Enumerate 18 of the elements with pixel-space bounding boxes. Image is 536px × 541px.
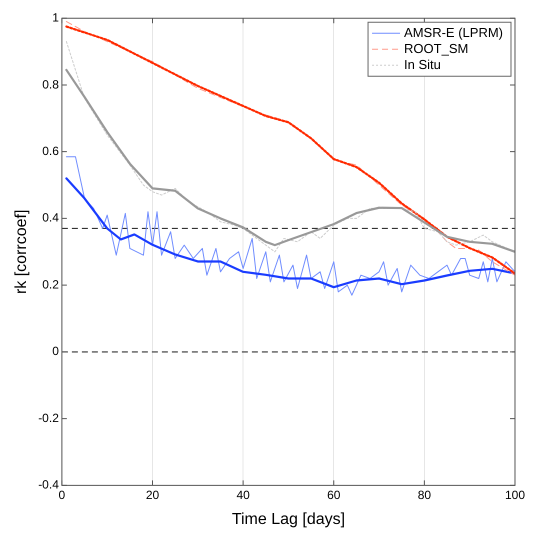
y-tick-label: -0.4 bbox=[38, 478, 60, 492]
x-axis-title: Time Lag [days] bbox=[232, 510, 346, 528]
y-tick-label: 0.2 bbox=[42, 277, 60, 292]
x-tick-label: 40 bbox=[236, 488, 250, 502]
x-tick-label: 80 bbox=[418, 488, 432, 502]
legend-label: AMSR-E (LPRM) bbox=[404, 24, 503, 40]
x-tick-label: 60 bbox=[327, 488, 341, 502]
y-tick-label: 0.4 bbox=[42, 210, 60, 225]
y-tick-label: 0.8 bbox=[42, 77, 60, 92]
y-tick-label: 0 bbox=[52, 344, 60, 358]
legend-label: ROOT_SM bbox=[404, 40, 468, 56]
x-tick-label: 20 bbox=[146, 488, 160, 502]
x-tick-label: 100 bbox=[504, 488, 526, 502]
y-axis-title: rk [corrcoef] bbox=[13, 210, 30, 294]
y-tick-label: 0.6 bbox=[42, 144, 60, 158]
y-tick-label: 1 bbox=[52, 10, 60, 25]
legend-label: In Situ bbox=[404, 56, 441, 72]
y-tick-label: -0.2 bbox=[38, 410, 60, 425]
